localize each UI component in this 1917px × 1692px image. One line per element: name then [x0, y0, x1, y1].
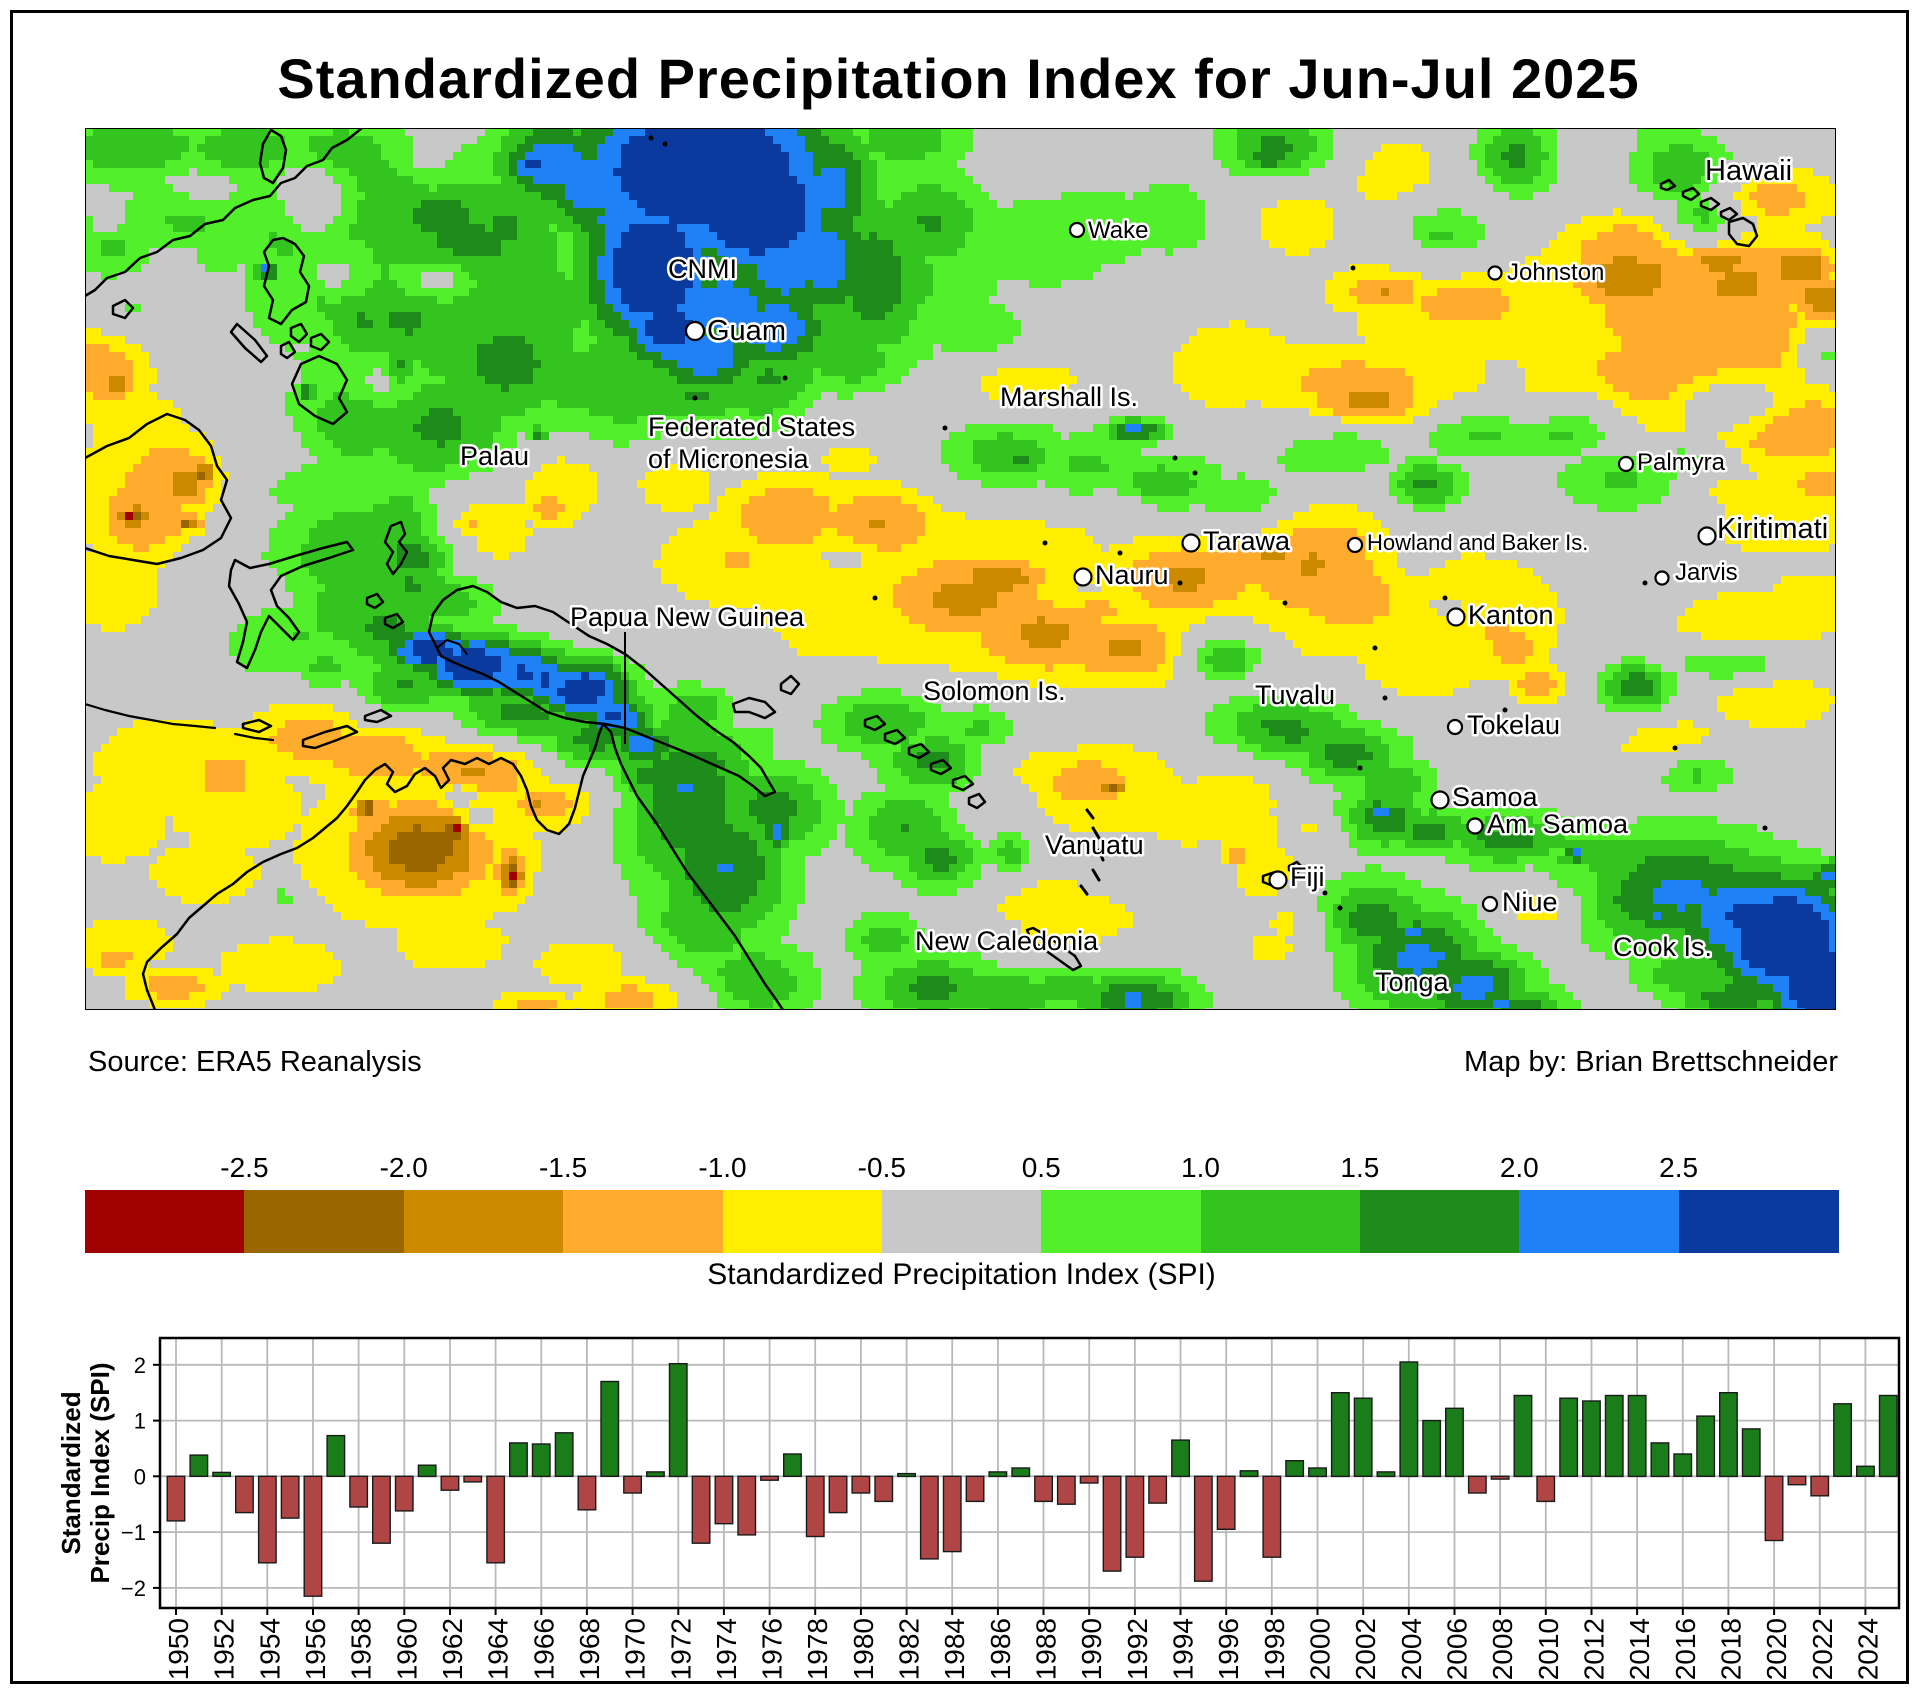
svg-text:1964: 1964	[483, 1618, 514, 1680]
svg-text:Kanton: Kanton	[1468, 600, 1554, 630]
svg-text:Vanuatu: Vanuatu	[1045, 830, 1144, 860]
svg-text:Palmyra: Palmyra	[1637, 449, 1726, 476]
svg-text:1998: 1998	[1259, 1618, 1290, 1680]
svg-text:Niue: Niue	[1502, 887, 1558, 917]
svg-text:1954: 1954	[254, 1618, 285, 1680]
svg-text:1986: 1986	[985, 1618, 1016, 1680]
svg-text:Cook Is.: Cook Is.	[1613, 932, 1712, 962]
svg-text:1976: 1976	[757, 1618, 788, 1680]
svg-text:Am. Samoa: Am. Samoa	[1487, 809, 1629, 839]
svg-text:1960: 1960	[391, 1618, 422, 1680]
svg-text:1994: 1994	[1168, 1618, 1199, 1680]
svg-text:Papua New Guinea: Papua New Guinea	[570, 602, 805, 632]
svg-text:1966: 1966	[528, 1618, 559, 1680]
svg-text:2006: 2006	[1442, 1618, 1473, 1680]
svg-text:2020: 2020	[1761, 1618, 1792, 1680]
svg-text:1956: 1956	[300, 1618, 331, 1680]
svg-text:1980: 1980	[848, 1618, 879, 1680]
svg-text:1974: 1974	[711, 1618, 742, 1680]
svg-text:Howland and Baker Is.: Howland and Baker Is.	[1367, 530, 1588, 555]
svg-text:Standardized: Standardized	[56, 1391, 86, 1554]
svg-text:1992: 1992	[1122, 1618, 1153, 1680]
svg-text:1972: 1972	[665, 1618, 696, 1680]
svg-text:Hawaii: Hawaii	[1705, 155, 1792, 187]
svg-text:2000: 2000	[1305, 1618, 1336, 1680]
svg-text:2014: 2014	[1624, 1618, 1655, 1680]
svg-text:Guam: Guam	[707, 315, 786, 347]
svg-text:2004: 2004	[1396, 1618, 1427, 1680]
svg-text:2016: 2016	[1670, 1618, 1701, 1680]
svg-text:Federated States: Federated States	[648, 412, 855, 442]
svg-text:Wake: Wake	[1088, 217, 1148, 244]
svg-text:1968: 1968	[574, 1618, 605, 1680]
svg-text:1978: 1978	[802, 1618, 833, 1680]
svg-text:Precip Index (SPI): Precip Index (SPI)	[85, 1362, 115, 1583]
svg-text:Tokelau: Tokelau	[1467, 710, 1560, 740]
svg-text:1950: 1950	[163, 1618, 194, 1680]
svg-text:2018: 2018	[1715, 1618, 1746, 1680]
svg-text:Tonga: Tonga	[1375, 967, 1450, 997]
svg-text:1952: 1952	[209, 1618, 240, 1680]
svg-text:Palau: Palau	[460, 441, 529, 471]
svg-text:1958: 1958	[346, 1618, 377, 1680]
svg-text:Samoa: Samoa	[1452, 782, 1539, 812]
svg-text:Tuvalu: Tuvalu	[1255, 680, 1335, 710]
svg-text:Jarvis: Jarvis	[1675, 559, 1738, 586]
svg-text:2022: 2022	[1807, 1618, 1838, 1680]
svg-text:1982: 1982	[894, 1618, 925, 1680]
svg-text:New Caledonia: New Caledonia	[915, 926, 1099, 956]
svg-text:2010: 2010	[1533, 1618, 1564, 1680]
svg-text:2012: 2012	[1579, 1618, 1610, 1680]
svg-text:Solomon Is.: Solomon Is.	[923, 676, 1066, 706]
svg-text:CNMI: CNMI	[668, 254, 737, 284]
svg-text:1984: 1984	[939, 1618, 970, 1680]
svg-text:1990: 1990	[1076, 1618, 1107, 1680]
svg-text:0: 0	[134, 1464, 146, 1489]
svg-text:1988: 1988	[1031, 1618, 1062, 1680]
svg-text:1996: 1996	[1213, 1618, 1244, 1680]
svg-text:Marshall Is.: Marshall Is.	[1000, 382, 1138, 412]
svg-text:2008: 2008	[1487, 1618, 1518, 1680]
svg-text:Tarawa: Tarawa	[1203, 526, 1291, 556]
svg-text:1962: 1962	[437, 1618, 468, 1680]
svg-text:Fiji: Fiji	[1290, 862, 1325, 892]
svg-text:−2: −2	[121, 1576, 146, 1601]
svg-text:−1: −1	[121, 1520, 146, 1545]
svg-text:1970: 1970	[620, 1618, 651, 1680]
svg-text:Kiritimati: Kiritimati	[1717, 513, 1828, 545]
svg-text:1: 1	[134, 1409, 146, 1434]
svg-text:Nauru: Nauru	[1095, 560, 1169, 590]
svg-text:2: 2	[134, 1353, 146, 1378]
svg-text:of Micronesia: of Micronesia	[648, 444, 810, 474]
svg-text:2002: 2002	[1350, 1618, 1381, 1680]
svg-text:2024: 2024	[1852, 1618, 1883, 1680]
svg-text:Johnston: Johnston	[1507, 259, 1604, 286]
